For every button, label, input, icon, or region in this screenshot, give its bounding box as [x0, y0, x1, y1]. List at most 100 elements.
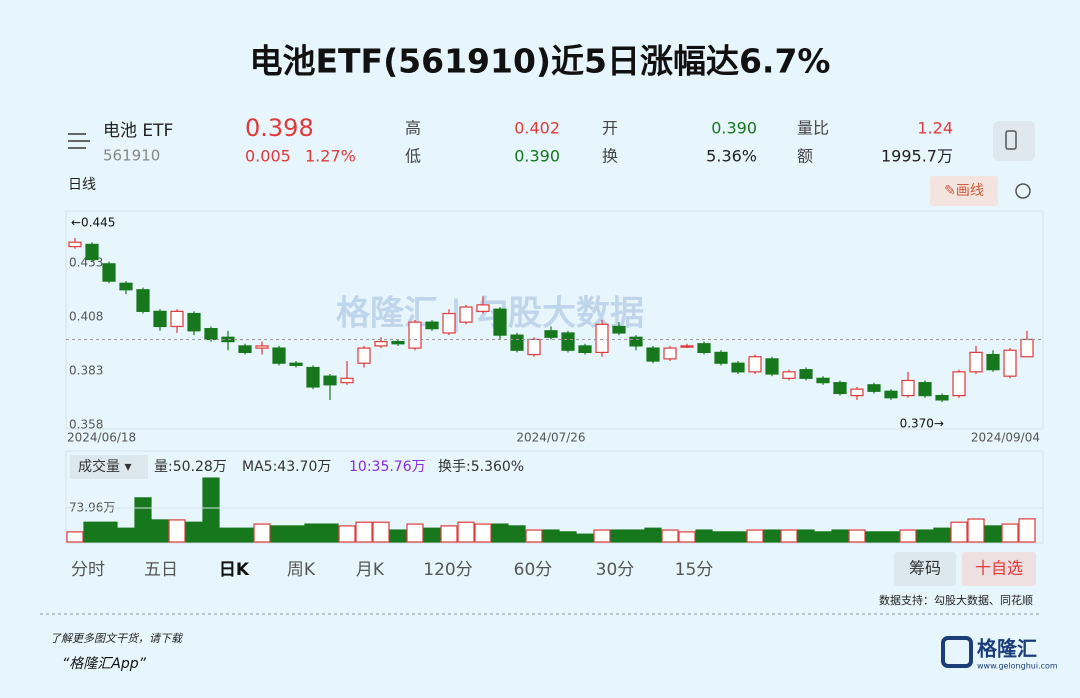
candle-body — [629, 336, 643, 347]
candle-body — [306, 366, 320, 388]
candle-body — [714, 351, 728, 364]
volume-bar — [508, 525, 526, 543]
rotate-button[interactable] — [993, 121, 1035, 161]
app-name: “格隆汇App” — [62, 656, 147, 672]
volume-bar — [202, 477, 220, 543]
x-tick-label: 2024/07/26 — [516, 431, 585, 445]
volume-bar — [899, 529, 917, 543]
tab[interactable]: 分时 — [71, 560, 105, 580]
button-label: 筹码 — [909, 559, 941, 578]
candle-body — [408, 321, 422, 349]
candle-body — [578, 345, 592, 354]
menu-icon[interactable] — [68, 133, 90, 149]
volume-bar — [763, 529, 781, 543]
y-tick-label: 0.383 — [69, 363, 103, 377]
volume-bar — [627, 529, 645, 543]
volume-bar — [406, 523, 424, 543]
candle-body — [187, 312, 201, 332]
candle-body — [85, 243, 99, 261]
volume-bar — [746, 529, 764, 543]
label: 开 — [602, 119, 618, 138]
candle-body — [901, 379, 915, 397]
fund-name: 电池 ETF — [103, 121, 173, 141]
button-label: 十自选 — [975, 559, 1023, 578]
volume-bar — [933, 527, 951, 543]
volume-bar — [814, 531, 832, 543]
value: 1.24 — [917, 119, 953, 138]
label: 量比 — [797, 119, 829, 138]
volume-bar — [151, 519, 169, 543]
candle-body — [782, 371, 796, 379]
candle-body — [816, 377, 830, 384]
volume-stat: 换手:5.360% — [438, 458, 524, 475]
tab[interactable]: 日K — [219, 560, 250, 580]
tab[interactable]: 120分 — [423, 560, 472, 580]
candle-body — [238, 345, 252, 354]
tab[interactable]: 五日 — [144, 560, 178, 580]
volume-bar — [576, 533, 594, 543]
volume-stat: 量:50.28万 — [154, 459, 227, 475]
volume-bar — [678, 531, 696, 543]
volume-plot — [65, 450, 1044, 544]
candle-body — [119, 282, 133, 291]
value: 0.402 — [514, 119, 560, 138]
logo-icon — [941, 636, 973, 668]
volume-bar — [780, 529, 798, 543]
candle-body — [952, 371, 966, 397]
max-label: ←0.445 — [71, 215, 115, 229]
candle-body — [595, 323, 609, 354]
settings-button[interactable] — [1015, 183, 1031, 199]
volume-bar — [610, 529, 628, 543]
volume-bar — [423, 527, 441, 543]
candle-body — [153, 310, 167, 328]
volume-bar — [559, 531, 577, 543]
candle-body — [833, 382, 847, 395]
candle-body — [1020, 338, 1034, 358]
fund-code: 561910 — [103, 147, 160, 165]
volume-bar — [729, 531, 747, 543]
volume-dropdown[interactable] — [70, 455, 148, 479]
x-tick-label: 2024/06/18 — [67, 431, 136, 445]
value: 5.36% — [706, 147, 757, 166]
draw-button[interactable] — [930, 176, 998, 206]
tabs: 分时 五日 日K 周K 月K 120分 60分 30分 15分 — [71, 560, 713, 580]
volume-bar — [355, 521, 373, 543]
candle-body — [136, 289, 150, 312]
chips-button[interactable] — [894, 552, 956, 586]
volume-bar — [253, 523, 271, 543]
title: 电池ETF(561910)近5日涨幅达6.7% — [249, 42, 830, 81]
candle-body — [272, 347, 286, 364]
volume-bar — [593, 529, 611, 543]
candle-body — [1003, 349, 1017, 377]
logo: 格隆汇 — [977, 637, 1037, 661]
volume-bar — [117, 527, 135, 543]
volume-bar — [525, 529, 543, 543]
price: 0.398 — [245, 114, 314, 142]
tab[interactable]: 月K — [356, 560, 385, 580]
candle-body — [561, 332, 575, 351]
tab[interactable]: 15分 — [675, 560, 714, 580]
volume-bar — [865, 531, 883, 543]
volume-bar — [1018, 518, 1036, 543]
min-label: 0.370→ — [900, 417, 944, 431]
candle-body — [459, 306, 473, 323]
volume-bar — [882, 531, 900, 543]
tab[interactable]: 30分 — [596, 560, 635, 580]
candle-body — [289, 362, 303, 366]
candle-body — [493, 308, 507, 336]
candle-body — [697, 343, 711, 354]
volume-bar — [66, 531, 84, 543]
candle-body — [68, 241, 82, 248]
candle-body — [680, 345, 694, 348]
candle-body — [646, 347, 660, 362]
data-source: 数据支持：勾股大数据、同花顺 — [879, 593, 1033, 607]
volume-bar — [695, 529, 713, 543]
watermark: 格隆汇 | 勾股大数据 — [336, 294, 644, 334]
tab[interactable]: 周K — [287, 560, 316, 580]
volume-bar — [848, 529, 866, 543]
watchlist-button[interactable] — [962, 552, 1036, 586]
volume-bar — [321, 523, 339, 543]
candle-body — [391, 341, 405, 345]
tab[interactable]: 60分 — [514, 560, 553, 580]
